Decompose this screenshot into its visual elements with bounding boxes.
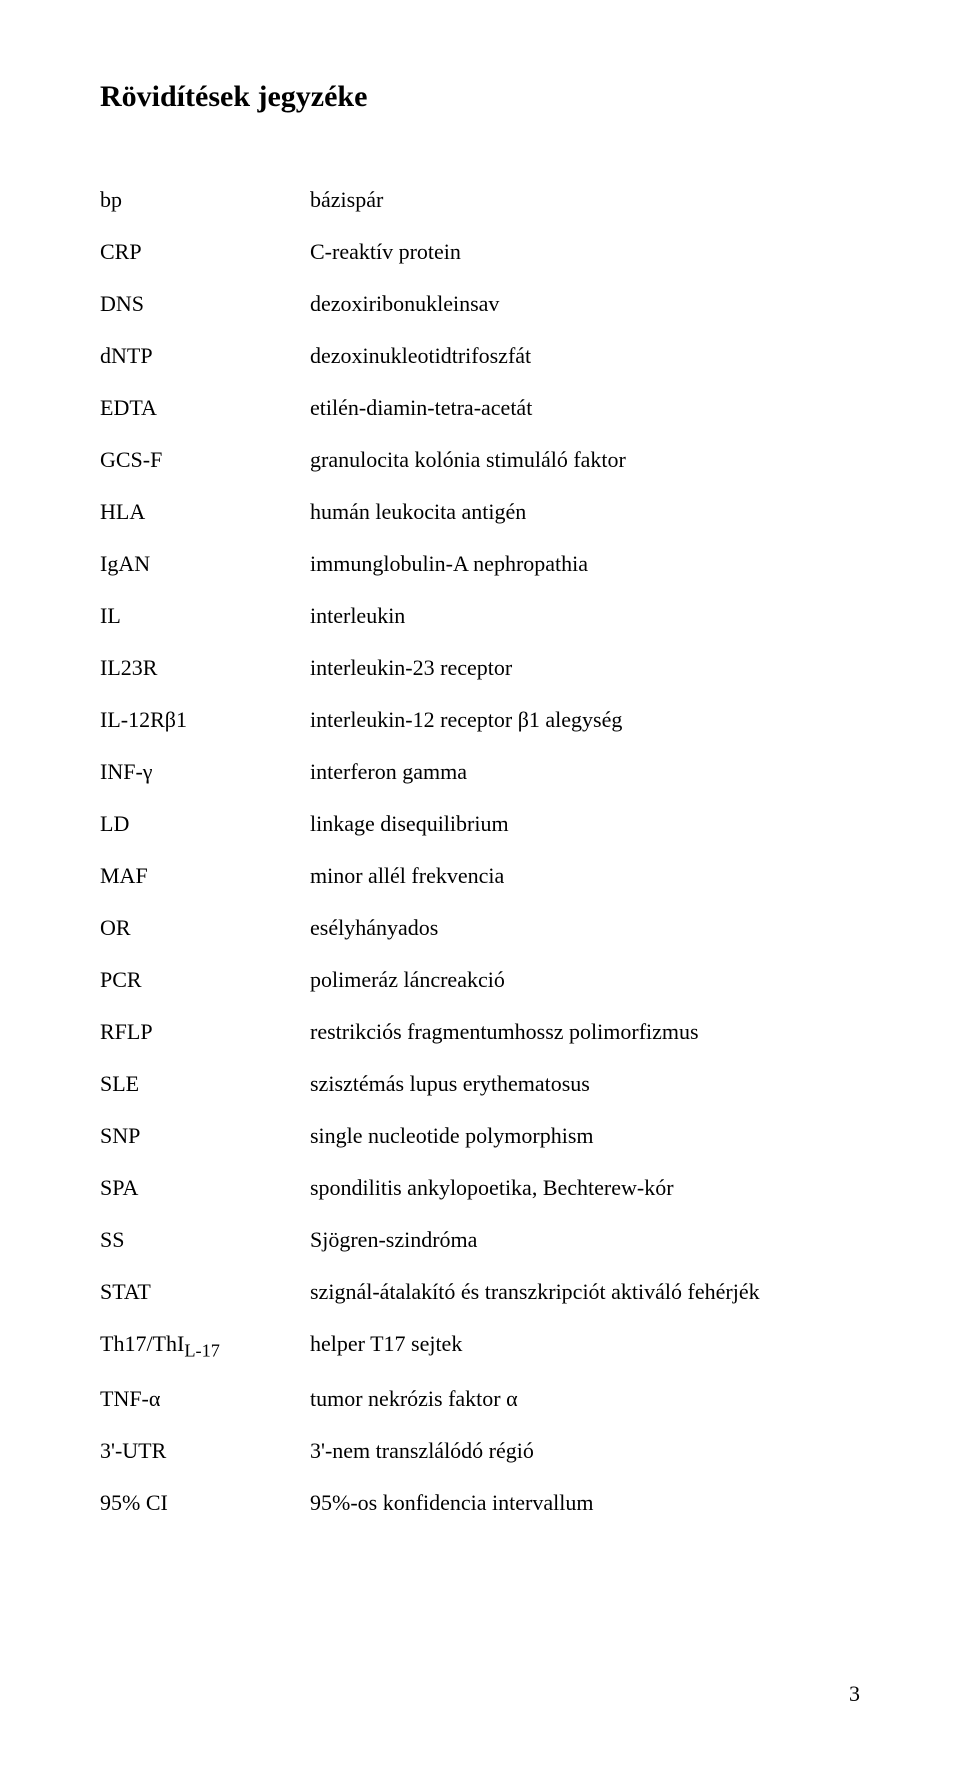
definition-cell: interleukin-23 receptor [310,642,860,694]
definition-cell: bázispár [310,174,860,226]
table-row: OResélyhányados [100,902,860,954]
abbreviation-cell: Th17/ThIL-17 [100,1318,310,1373]
table-row: IgANimmunglobulin-A nephropathia [100,538,860,590]
table-row: INF-γinterferon gamma [100,746,860,798]
definition-cell: interleukin [310,590,860,642]
definition-cell: esélyhányados [310,902,860,954]
definition-cell: immunglobulin-A nephropathia [310,538,860,590]
definition-cell: single nucleotide polymorphism [310,1110,860,1162]
table-row: LDlinkage disequilibrium [100,798,860,850]
definition-cell: szignál-átalakító és transzkripciót akti… [310,1266,860,1318]
abbreviation-cell: IL-12Rβ1 [100,694,310,746]
definition-cell: dezoxiribonukleinsav [310,278,860,330]
abbreviation-cell: STAT [100,1266,310,1318]
table-row: DNSdezoxiribonukleinsav [100,278,860,330]
abbreviation-cell: SNP [100,1110,310,1162]
definition-cell: spondilitis ankylopoetika, Bechterew-kór [310,1162,860,1214]
definition-cell: dezoxinukleotidtrifoszfát [310,330,860,382]
abbreviation-cell: 95% CI [100,1477,310,1529]
table-row: STATszignál-átalakító és transzkripciót … [100,1266,860,1318]
abbreviation-cell: 3'-UTR [100,1425,310,1477]
page-title: Rövidítések jegyzéke [100,80,860,114]
table-row: Th17/ThIL-17helper T17 sejtek [100,1318,860,1373]
table-row: 95% CI95%-os konfidencia intervallum [100,1477,860,1529]
table-row: IL23Rinterleukin-23 receptor [100,642,860,694]
table-row: RFLPrestrikciós fragmentumhossz polimorf… [100,1006,860,1058]
abbreviation-cell: SLE [100,1058,310,1110]
abbreviation-cell: DNS [100,278,310,330]
abbreviation-cell: INF-γ [100,746,310,798]
definition-cell: restrikciós fragmentumhossz polimorfizmu… [310,1006,860,1058]
table-row: SPAspondilitis ankylopoetika, Bechterew-… [100,1162,860,1214]
table-row: HLAhumán leukocita antigén [100,486,860,538]
abbreviation-cell: IgAN [100,538,310,590]
definition-cell: linkage disequilibrium [310,798,860,850]
abbreviation-cell: SPA [100,1162,310,1214]
abbreviation-cell: IL23R [100,642,310,694]
abbreviation-cell: HLA [100,486,310,538]
table-row: TNF-αtumor nekrózis faktor α [100,1373,860,1425]
abbreviation-cell: bp [100,174,310,226]
abbreviations-table: bpbázispárCRPC-reaktív proteinDNSdezoxir… [100,174,860,1529]
abbreviation-cell: LD [100,798,310,850]
abbreviation-cell: GCS-F [100,434,310,486]
abbreviation-cell: IL [100,590,310,642]
definition-cell: C-reaktív protein [310,226,860,278]
document-page: Rövidítések jegyzéke bpbázispárCRPC-reak… [0,0,960,1767]
definition-cell: minor allél frekvencia [310,850,860,902]
table-row: MAFminor allél frekvencia [100,850,860,902]
table-row: EDTAetilén-diamin-tetra-acetát [100,382,860,434]
definition-cell: etilén-diamin-tetra-acetát [310,382,860,434]
abbreviation-cell: RFLP [100,1006,310,1058]
abbreviation-cell: dNTP [100,330,310,382]
table-row: GCS-Fgranulocita kolónia stimuláló fakto… [100,434,860,486]
definition-cell: 3'-nem transzlálódó régió [310,1425,860,1477]
definition-cell: helper T17 sejtek [310,1318,860,1373]
abbreviation-cell: MAF [100,850,310,902]
abbreviation-cell: CRP [100,226,310,278]
definition-cell: szisztémás lupus erythematosus [310,1058,860,1110]
abbreviation-cell: EDTA [100,382,310,434]
definition-cell: interleukin-12 receptor β1 alegység [310,694,860,746]
page-number: 3 [849,1681,860,1707]
table-row: SLEszisztémás lupus erythematosus [100,1058,860,1110]
abbreviation-cell: OR [100,902,310,954]
table-row: SSSjögren-szindróma [100,1214,860,1266]
definition-cell: Sjögren-szindróma [310,1214,860,1266]
definition-cell: 95%-os konfidencia intervallum [310,1477,860,1529]
table-row: PCRpolimeráz láncreakció [100,954,860,1006]
definition-cell: tumor nekrózis faktor α [310,1373,860,1425]
abbreviation-cell: SS [100,1214,310,1266]
abbreviation-cell: PCR [100,954,310,1006]
table-row: 3'-UTR3'-nem transzlálódó régió [100,1425,860,1477]
definition-cell: polimeráz láncreakció [310,954,860,1006]
subscript: L-17 [184,1340,220,1360]
definition-cell: interferon gamma [310,746,860,798]
definition-cell: granulocita kolónia stimuláló faktor [310,434,860,486]
abbreviation-cell: TNF-α [100,1373,310,1425]
table-row: SNPsingle nucleotide polymorphism [100,1110,860,1162]
table-row: bpbázispár [100,174,860,226]
table-row: ILinterleukin [100,590,860,642]
table-row: CRPC-reaktív protein [100,226,860,278]
table-row: dNTPdezoxinukleotidtrifoszfát [100,330,860,382]
table-row: IL-12Rβ1interleukin-12 receptor β1 alegy… [100,694,860,746]
definition-cell: humán leukocita antigén [310,486,860,538]
